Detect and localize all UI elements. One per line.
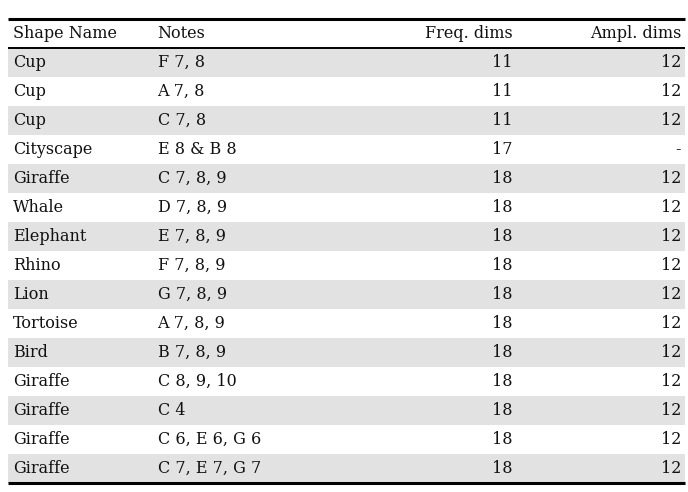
Text: C 7, E 7, G 7: C 7, E 7, G 7 bbox=[158, 460, 261, 477]
Text: C 4: C 4 bbox=[158, 402, 185, 419]
Text: A 7, 8, 9: A 7, 8, 9 bbox=[158, 315, 226, 332]
Text: 18: 18 bbox=[492, 344, 513, 361]
Text: 18: 18 bbox=[492, 373, 513, 390]
Text: G 7, 8, 9: G 7, 8, 9 bbox=[158, 286, 226, 303]
Text: 11: 11 bbox=[492, 83, 513, 100]
Text: 18: 18 bbox=[492, 402, 513, 419]
Text: B 7, 8, 9: B 7, 8, 9 bbox=[158, 344, 226, 361]
Text: 18: 18 bbox=[492, 199, 513, 216]
Text: C 6, E 6, G 6: C 6, E 6, G 6 bbox=[158, 431, 261, 448]
Text: 18: 18 bbox=[492, 228, 513, 245]
Text: 12: 12 bbox=[660, 344, 681, 361]
Text: 18: 18 bbox=[492, 460, 513, 477]
Bar bbox=[8, 135, 685, 164]
Bar bbox=[8, 338, 685, 367]
Text: Giraffe: Giraffe bbox=[13, 373, 69, 390]
Text: 12: 12 bbox=[660, 257, 681, 274]
Text: 12: 12 bbox=[660, 112, 681, 129]
Text: D 7, 8, 9: D 7, 8, 9 bbox=[158, 199, 226, 216]
Text: Freq. dims: Freq. dims bbox=[424, 25, 513, 42]
Text: 12: 12 bbox=[660, 286, 681, 303]
Text: 12: 12 bbox=[660, 460, 681, 477]
Text: E 8 & B 8: E 8 & B 8 bbox=[158, 141, 236, 158]
Text: F 7, 8, 9: F 7, 8, 9 bbox=[158, 257, 225, 274]
Text: 18: 18 bbox=[492, 170, 513, 187]
Bar bbox=[8, 396, 685, 425]
Bar bbox=[8, 19, 685, 48]
Text: Giraffe: Giraffe bbox=[13, 431, 69, 448]
Bar bbox=[8, 367, 685, 396]
Bar bbox=[8, 251, 685, 280]
Text: 12: 12 bbox=[660, 83, 681, 100]
Text: -: - bbox=[676, 141, 681, 158]
Bar bbox=[8, 164, 685, 193]
Text: Cup: Cup bbox=[13, 83, 46, 100]
Text: 11: 11 bbox=[492, 54, 513, 71]
Text: C 7, 8, 9: C 7, 8, 9 bbox=[158, 170, 226, 187]
Text: 12: 12 bbox=[660, 431, 681, 448]
Text: C 7, 8: C 7, 8 bbox=[158, 112, 206, 129]
Text: Tortoise: Tortoise bbox=[13, 315, 79, 332]
Bar bbox=[8, 106, 685, 135]
Bar bbox=[8, 309, 685, 338]
Text: Rhino: Rhino bbox=[13, 257, 61, 274]
Text: Cup: Cup bbox=[13, 112, 46, 129]
Text: 12: 12 bbox=[660, 373, 681, 390]
Text: Shape Name: Shape Name bbox=[13, 25, 117, 42]
Text: Giraffe: Giraffe bbox=[13, 170, 69, 187]
Text: 12: 12 bbox=[660, 228, 681, 245]
Bar bbox=[8, 454, 685, 483]
Text: Notes: Notes bbox=[158, 25, 206, 42]
Text: 12: 12 bbox=[660, 199, 681, 216]
Bar bbox=[8, 193, 685, 222]
Text: 12: 12 bbox=[660, 315, 681, 332]
Text: Giraffe: Giraffe bbox=[13, 460, 69, 477]
Text: A 7, 8: A 7, 8 bbox=[158, 83, 205, 100]
Text: E 7, 8, 9: E 7, 8, 9 bbox=[158, 228, 226, 245]
Bar bbox=[8, 77, 685, 106]
Text: C 8, 9, 10: C 8, 9, 10 bbox=[158, 373, 236, 390]
Text: Bird: Bird bbox=[13, 344, 48, 361]
Text: 12: 12 bbox=[660, 54, 681, 71]
Text: 18: 18 bbox=[492, 315, 513, 332]
Text: Giraffe: Giraffe bbox=[13, 402, 69, 419]
Text: 11: 11 bbox=[492, 112, 513, 129]
Text: 18: 18 bbox=[492, 431, 513, 448]
Text: 12: 12 bbox=[660, 402, 681, 419]
Text: Cup: Cup bbox=[13, 54, 46, 71]
Text: Whale: Whale bbox=[13, 199, 64, 216]
Bar bbox=[8, 222, 685, 251]
Text: 17: 17 bbox=[492, 141, 513, 158]
Text: Ampl. dims: Ampl. dims bbox=[590, 25, 681, 42]
Bar bbox=[8, 280, 685, 309]
Bar bbox=[8, 48, 685, 77]
Text: F 7, 8: F 7, 8 bbox=[158, 54, 204, 71]
Text: 12: 12 bbox=[660, 170, 681, 187]
Bar bbox=[8, 425, 685, 454]
Text: 18: 18 bbox=[492, 257, 513, 274]
Text: Cityscape: Cityscape bbox=[13, 141, 92, 158]
Text: Lion: Lion bbox=[13, 286, 49, 303]
Text: 18: 18 bbox=[492, 286, 513, 303]
Text: Elephant: Elephant bbox=[13, 228, 87, 245]
